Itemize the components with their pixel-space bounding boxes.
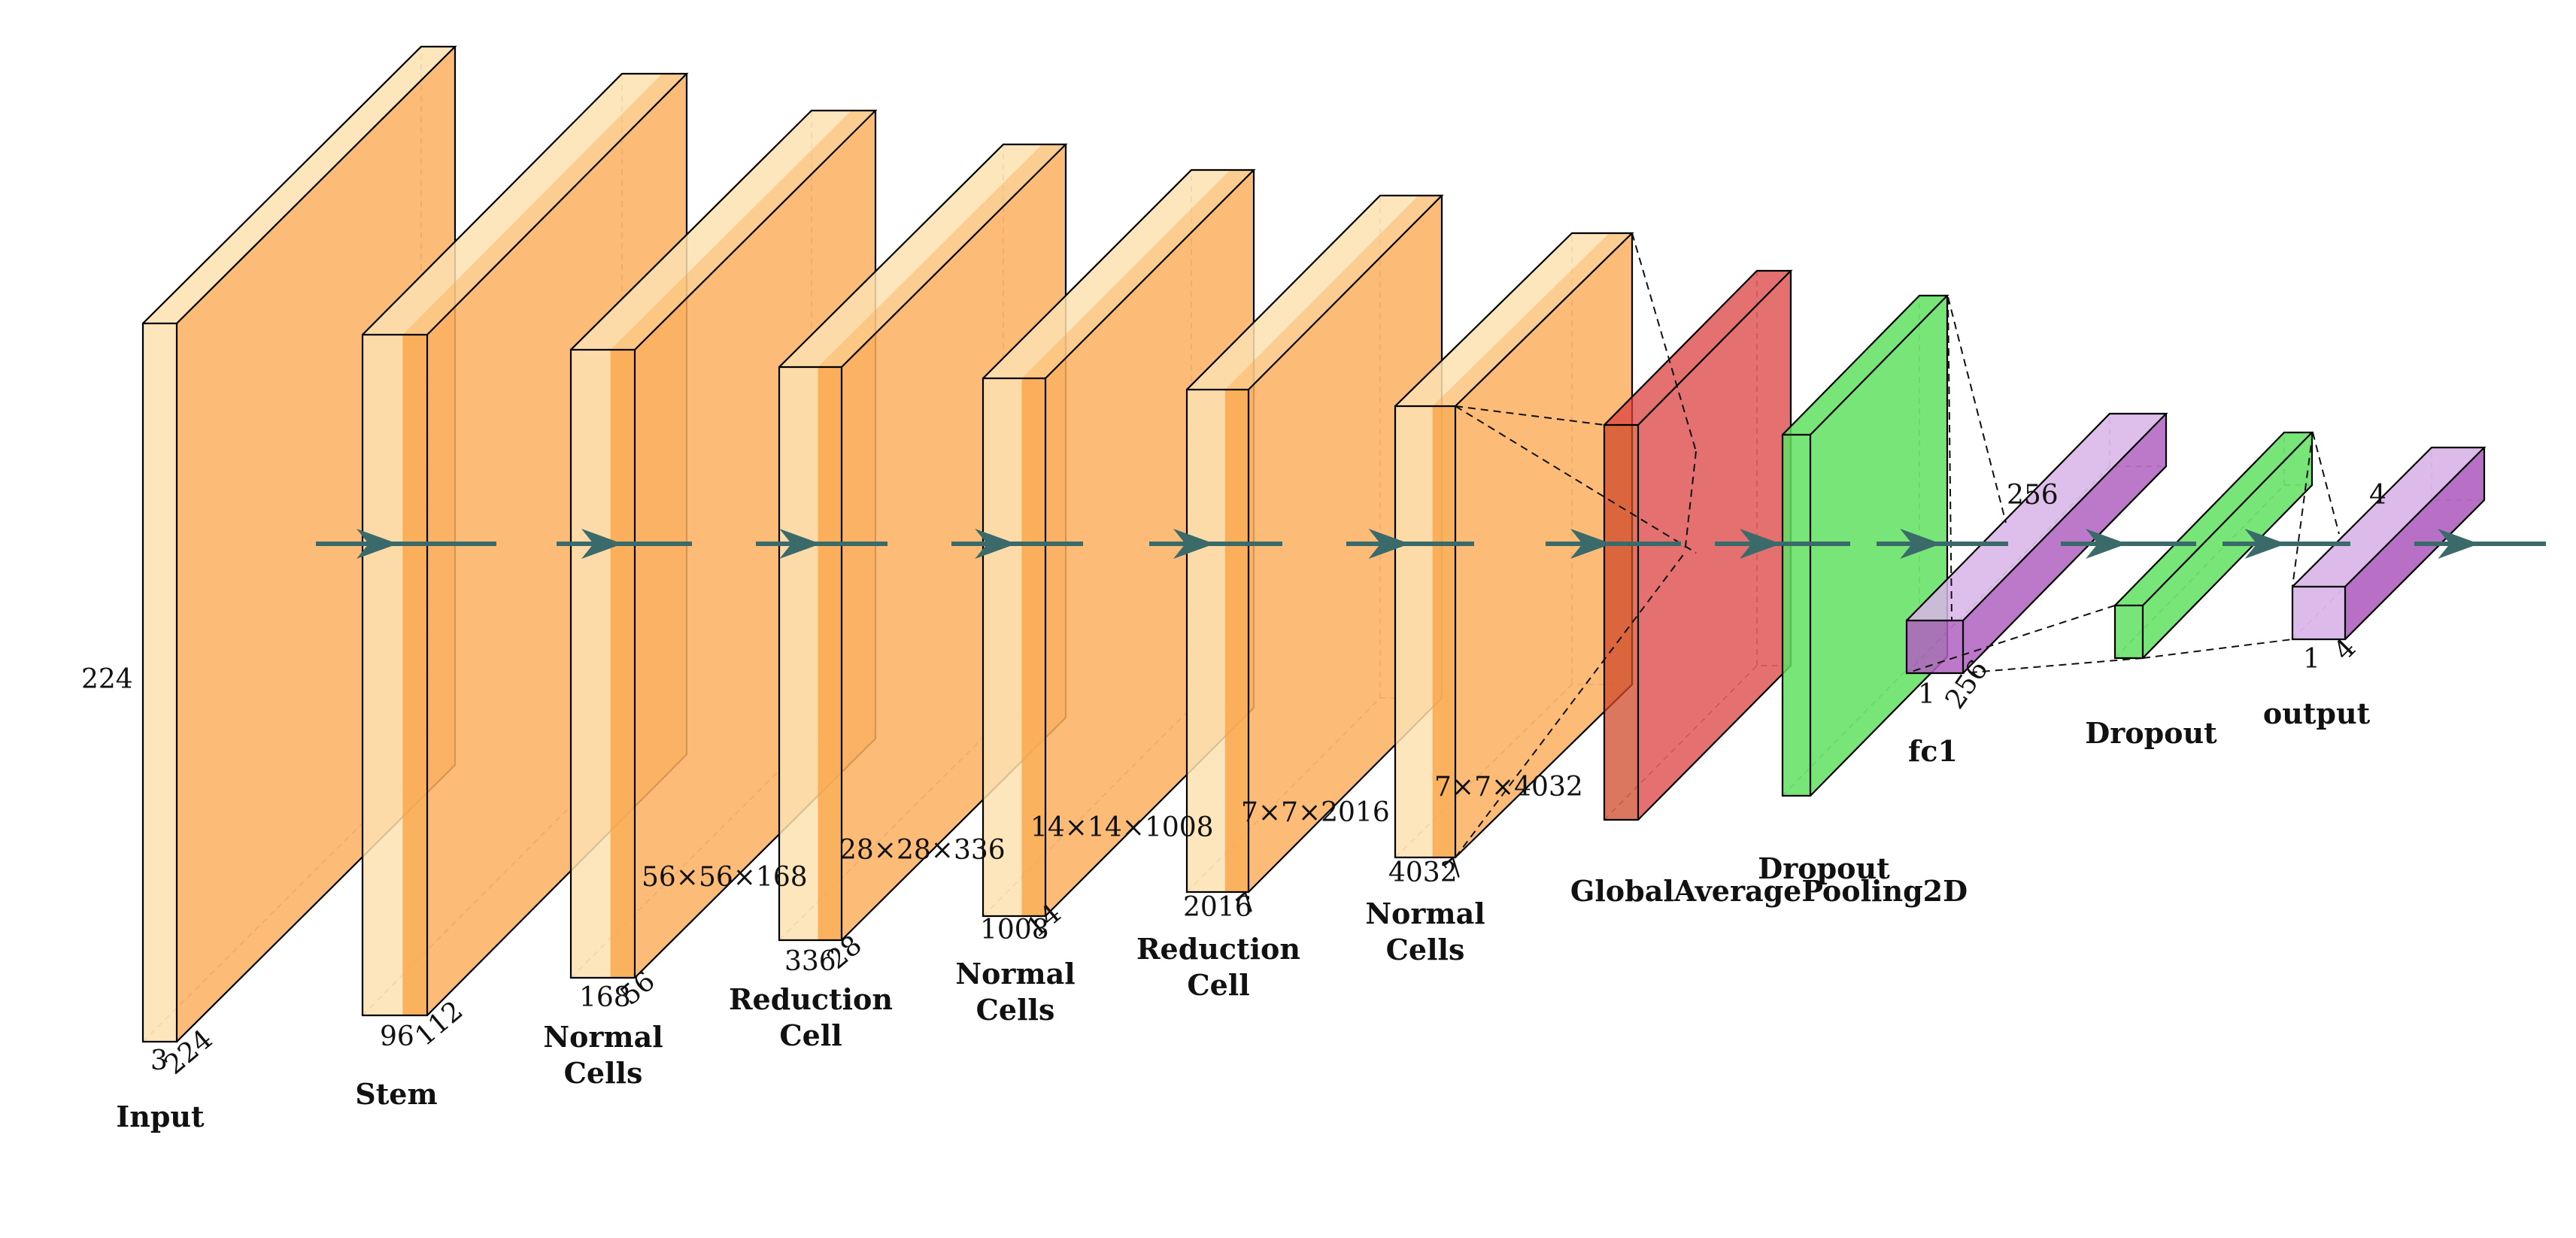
layer-label-output: output <box>2263 696 2371 730</box>
connection-line <box>1947 296 1952 621</box>
dim-depth-input: 3 <box>150 1045 168 1076</box>
layer-gap <box>1603 269 1793 821</box>
flow-arrows-group <box>316 529 2546 559</box>
flow-arrow <box>316 529 496 559</box>
dim-depth-reduction2: 2016 <box>1183 892 1252 923</box>
dim-depth-normal2: 1008 <box>980 915 1049 945</box>
dim-height-input: 224 <box>81 664 133 695</box>
dim-height-output: 4 <box>2369 480 2386 511</box>
dim-depth-normal3: 4032 <box>1388 857 1458 888</box>
flow-arrow <box>951 529 1083 559</box>
dim-depth-normal1: 168 <box>579 982 631 1013</box>
shape-text-normal1: 56×56×168 <box>642 862 808 893</box>
flow-arrow <box>557 529 692 559</box>
flow-arrow <box>1715 529 1850 559</box>
flow-arrow <box>2061 529 2196 559</box>
layer-label-reduction2: Reduction <box>1136 932 1300 966</box>
layer-label-dropout2: Dropout <box>2085 716 2217 750</box>
layer-label-fc1: fc1 <box>1908 734 1958 768</box>
dim-depth-reduction1: 336 <box>784 946 836 977</box>
flow-arrow <box>1149 529 1282 559</box>
layers-group <box>141 45 2486 1043</box>
dim-depth-output: 1 <box>2303 644 2320 675</box>
connection-line <box>1962 657 2144 674</box>
dim-depth-fc1: 1 <box>1918 679 1935 710</box>
connection-line <box>2292 432 2314 587</box>
shape-text-reduction1: 28×28×336 <box>839 835 1006 866</box>
layer-label-stem: Stem <box>355 1077 437 1111</box>
flow-arrow <box>2223 529 2350 559</box>
layer-label-normal3: Normal <box>1365 897 1485 930</box>
layer-label-reduction1: Reduction <box>729 982 893 1016</box>
layer-label-reduction2: Cell <box>1187 968 1249 1002</box>
flow-arrow <box>2414 529 2546 559</box>
layer-label-dropout1: Dropout <box>1758 851 1890 885</box>
layer-label-normal2: Normal <box>955 957 1075 991</box>
shape-text-normal2: 14×14×1008 <box>1030 812 1214 843</box>
connection-line <box>1455 405 1697 554</box>
layer-label-input: Input <box>116 1100 205 1133</box>
shape-text-reduction2: 7×7×2016 <box>1241 797 1390 828</box>
connection-line <box>1684 451 1697 554</box>
connection-line <box>2312 432 2340 535</box>
layer-label-normal1: Cells <box>564 1056 643 1090</box>
connection-line <box>2142 639 2293 659</box>
layer-reduction2 <box>1185 194 1444 894</box>
layer-label-normal3: Cells <box>1386 933 1465 966</box>
shape-text-normal3: 7×7×4032 <box>1434 772 1583 803</box>
flow-arrow <box>1877 529 2008 559</box>
flow-arrow <box>756 529 887 559</box>
connection-line <box>1947 296 2007 523</box>
dim-depth-stem: 96 <box>380 1021 414 1052</box>
layer-label-normal2: Cells <box>976 993 1055 1027</box>
layer-label-gap: GlobalAveragePooling2D <box>1570 874 1968 908</box>
layer-label-normal1: Normal <box>543 1020 663 1054</box>
connections-group <box>1455 232 2340 858</box>
dim-height-fc1: 256 <box>2007 480 2059 511</box>
connection-line <box>1906 605 2116 674</box>
flow-arrow <box>1546 529 1681 559</box>
flow-arrow <box>1346 529 1474 559</box>
layer-label-reduction1: Cell <box>779 1018 842 1052</box>
